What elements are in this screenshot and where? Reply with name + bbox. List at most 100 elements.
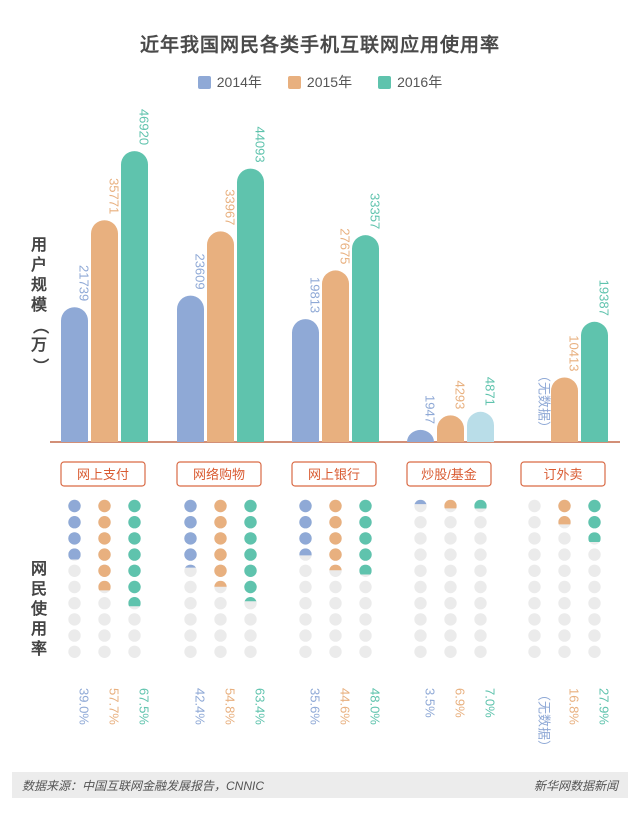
- bar-2016年-网络购物: [237, 168, 264, 442]
- rate-dot-empty: [588, 597, 601, 610]
- rate-dot-empty: [184, 580, 197, 594]
- rate-dot-empty: [474, 580, 487, 594]
- y-label-char: 网: [30, 561, 47, 578]
- rate-dot-partial: [244, 597, 257, 602]
- rate-dot-empty: [558, 613, 571, 626]
- rate-value-label: 57.7%: [107, 688, 122, 725]
- rate-dot-filled: [184, 499, 197, 513]
- rate-dot-empty: [329, 597, 342, 610]
- rate-dot-empty: [359, 613, 372, 626]
- rate-dot-filled: [299, 499, 312, 513]
- rate-dot-partial: [128, 597, 141, 607]
- rate-dot-empty: [444, 564, 457, 577]
- legend-label-2015: 2015年: [306, 74, 353, 90]
- rate-value-label: 7.0%: [483, 688, 498, 718]
- rate-dot-empty: [528, 597, 541, 610]
- rate-dot-empty: [558, 645, 571, 658]
- rate-dot-empty: [414, 629, 427, 642]
- rate-dot-filled: [329, 516, 342, 529]
- rate-dot-filled: [184, 548, 197, 561]
- rate-dot-partial: [98, 580, 111, 591]
- bar-value-label: 35771: [107, 178, 122, 214]
- rate-dot-empty: [474, 629, 487, 642]
- bar-2016年-炒股/基金: [467, 411, 494, 442]
- rate-dot-empty: [588, 613, 601, 626]
- rate-dot-filled: [329, 532, 342, 545]
- rate-dot-empty: [528, 629, 541, 642]
- rate-dot-empty: [528, 548, 541, 561]
- bar-value-label: 46920: [137, 109, 152, 145]
- rate-dot-partial: [359, 564, 372, 575]
- rate-dot-empty: [329, 580, 342, 594]
- rate-dot-empty: [528, 564, 541, 577]
- rate-dot-empty: [359, 629, 372, 642]
- rate-dot-empty: [528, 613, 541, 626]
- brand-credit: 新华网数据新闻: [533, 779, 618, 793]
- rate-value-label: 39.0%: [77, 688, 92, 725]
- y-axis-label-users: 用 户 规 模 （ 万 ）: [28, 236, 50, 376]
- rate-dot-empty: [184, 613, 197, 626]
- rate-dot-filled: [244, 532, 257, 545]
- category-label: 网络购物: [193, 467, 245, 482]
- rate-value-label: 3.5%: [423, 688, 438, 718]
- rate-dot-empty: [244, 613, 257, 626]
- category-label: 网上银行: [308, 467, 360, 482]
- rate-value-label: 63.4%: [253, 688, 268, 725]
- rate-dot-filled: [68, 499, 81, 513]
- rate-dot-empty: [414, 613, 427, 626]
- rate-value-label: 54.8%: [223, 688, 238, 725]
- rate-dot-empty: [128, 613, 141, 626]
- bar-value-label: 4293: [453, 380, 468, 409]
- rate-dot-empty: [299, 613, 312, 626]
- rate-dot-empty: [444, 580, 457, 594]
- rate-dot-filled: [68, 516, 81, 529]
- category-tag: [291, 461, 377, 487]
- rate-dot-empty: [558, 597, 571, 610]
- rate-dot-filled: [98, 564, 111, 577]
- rate-dot-empty: [444, 645, 457, 658]
- rate-dot-empty: [558, 564, 571, 577]
- rate-dot-filled: [214, 564, 227, 577]
- rate-dot-partial: [414, 499, 427, 505]
- rate-dot-empty: [244, 645, 257, 658]
- rate-dot-empty: [558, 629, 571, 642]
- rate-dot-empty: [299, 597, 312, 610]
- rate-dot-filled: [128, 532, 141, 545]
- rate-value-label: 48.0%: [368, 688, 383, 725]
- legend: 2014年 2015年 2016年: [0, 72, 640, 92]
- rate-dot-filled: [128, 516, 141, 529]
- bar-value-label: 33967: [223, 189, 238, 225]
- rate-dot-empty: [329, 645, 342, 658]
- bar-2014年-炒股/基金: [407, 429, 434, 442]
- bar-value-label: 19813: [308, 277, 323, 313]
- category-tag: [176, 461, 262, 487]
- rate-dot-filled: [588, 499, 601, 513]
- bar-2015年-网上银行: [322, 270, 349, 442]
- rate-dot-empty: [184, 564, 197, 577]
- rate-dot-empty: [68, 564, 81, 577]
- rate-dot-empty: [558, 548, 571, 561]
- bar-2014年-网上银行: [292, 319, 319, 442]
- y-label-char: 率: [30, 641, 47, 658]
- legend-label-2016: 2016年: [397, 74, 443, 90]
- rate-dot-filled: [184, 532, 197, 545]
- rate-dot-filled: [128, 580, 141, 594]
- rate-dot-partial: [558, 516, 571, 525]
- rate-dot-filled: [299, 532, 312, 545]
- legend-item-2016: 2016年: [378, 72, 442, 92]
- bar-2016年-订外卖: [581, 321, 608, 442]
- bar-value-label: 4871: [483, 377, 498, 406]
- rate-dot-filled: [98, 532, 111, 545]
- bar-value-label: 21739: [77, 265, 92, 301]
- rate-dot-empty: [128, 629, 141, 642]
- bar-value-label: 27675: [338, 228, 353, 264]
- rate-dot-filled: [128, 548, 141, 561]
- rate-dot-empty: [528, 645, 541, 658]
- category-tag: [520, 461, 606, 487]
- rate-dot-empty: [98, 645, 111, 658]
- bar-2015年-网络购物: [207, 231, 234, 442]
- rate-dot-empty: [98, 629, 111, 642]
- rate-dot-filled: [128, 564, 141, 577]
- y-label-char: 户: [30, 257, 47, 274]
- rate-dot-filled: [214, 532, 227, 545]
